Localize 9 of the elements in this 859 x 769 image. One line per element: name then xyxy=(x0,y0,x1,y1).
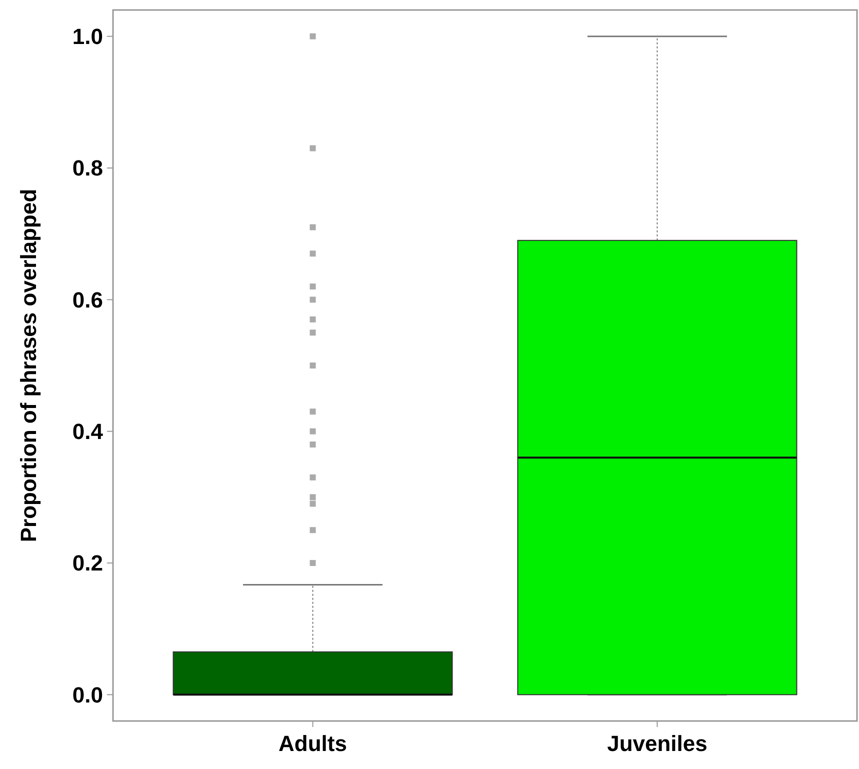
y-tick-label: 0.4 xyxy=(72,419,104,444)
y-tick-label: 0.2 xyxy=(72,550,103,576)
y-tick-label: 0.0 xyxy=(72,682,103,708)
y-tick-label: 1.0 xyxy=(72,24,103,50)
x-tick-label: Adults xyxy=(278,731,348,756)
y-tick-label: 0.8 xyxy=(72,156,103,181)
y-axis-title: Proportion of phrases overlapped xyxy=(16,188,41,542)
x-tick-label: Juveniles xyxy=(607,731,708,756)
y-tick-label: 0.6 xyxy=(72,287,103,312)
